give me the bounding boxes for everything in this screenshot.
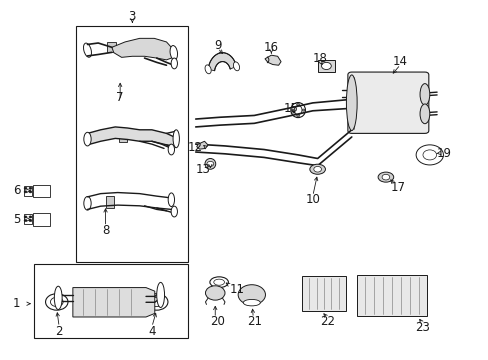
- Ellipse shape: [173, 130, 179, 148]
- Polygon shape: [87, 127, 174, 148]
- Bar: [34, 264, 188, 338]
- Bar: [23, 215, 32, 225]
- Text: 14: 14: [392, 55, 407, 68]
- Text: 18: 18: [312, 51, 327, 64]
- Bar: [302, 276, 345, 311]
- Text: 6: 6: [13, 184, 20, 197]
- Ellipse shape: [171, 206, 177, 217]
- Circle shape: [29, 216, 32, 218]
- Ellipse shape: [204, 158, 215, 169]
- Ellipse shape: [204, 65, 211, 74]
- Circle shape: [422, 150, 436, 160]
- Circle shape: [29, 187, 32, 189]
- Circle shape: [206, 161, 213, 166]
- Ellipse shape: [171, 58, 177, 69]
- Bar: [33, 185, 50, 197]
- Ellipse shape: [168, 193, 174, 207]
- Polygon shape: [73, 288, 155, 317]
- Circle shape: [45, 294, 68, 310]
- Bar: [107, 42, 116, 52]
- Text: 10: 10: [305, 193, 320, 206]
- Circle shape: [24, 187, 27, 189]
- Ellipse shape: [346, 75, 356, 131]
- Text: 17: 17: [390, 181, 405, 194]
- Circle shape: [321, 62, 330, 69]
- Ellipse shape: [309, 164, 325, 174]
- Ellipse shape: [83, 132, 91, 146]
- Ellipse shape: [294, 105, 302, 114]
- Text: 11: 11: [229, 283, 244, 296]
- Ellipse shape: [243, 300, 260, 306]
- Text: 2: 2: [55, 325, 63, 338]
- Ellipse shape: [170, 46, 177, 60]
- Circle shape: [24, 220, 27, 222]
- Ellipse shape: [419, 104, 429, 124]
- Ellipse shape: [54, 286, 62, 310]
- Circle shape: [296, 115, 299, 117]
- Text: 12: 12: [188, 141, 203, 154]
- Text: 5: 5: [13, 213, 20, 226]
- Text: 20: 20: [210, 315, 224, 328]
- Polygon shape: [196, 141, 207, 149]
- Ellipse shape: [419, 84, 429, 105]
- Bar: [317, 59, 334, 72]
- Text: 22: 22: [319, 315, 334, 328]
- Ellipse shape: [377, 172, 393, 182]
- Text: 19: 19: [436, 147, 451, 159]
- Ellipse shape: [157, 282, 164, 307]
- Text: 1: 1: [13, 297, 20, 310]
- Text: 3: 3: [128, 10, 136, 23]
- Text: 9: 9: [213, 39, 221, 52]
- Circle shape: [24, 216, 27, 218]
- Text: 16: 16: [264, 41, 278, 54]
- Bar: [76, 26, 188, 262]
- Bar: [33, 213, 50, 226]
- Circle shape: [313, 166, 321, 172]
- Polygon shape: [208, 53, 236, 71]
- Ellipse shape: [83, 43, 91, 57]
- Polygon shape: [264, 55, 281, 65]
- FancyBboxPatch shape: [347, 72, 428, 134]
- Circle shape: [238, 285, 265, 305]
- Ellipse shape: [233, 62, 239, 71]
- Ellipse shape: [213, 279, 224, 285]
- Text: 4: 4: [148, 325, 155, 338]
- Circle shape: [29, 220, 32, 222]
- Ellipse shape: [168, 144, 174, 155]
- Text: 15: 15: [283, 102, 298, 115]
- Text: 13: 13: [195, 163, 210, 176]
- Ellipse shape: [290, 103, 305, 118]
- Circle shape: [296, 103, 299, 105]
- Circle shape: [381, 174, 389, 180]
- Circle shape: [302, 109, 305, 111]
- Circle shape: [415, 145, 443, 165]
- Bar: [119, 131, 127, 141]
- Bar: [23, 186, 32, 196]
- Bar: [356, 275, 427, 316]
- Circle shape: [24, 191, 27, 193]
- Text: 21: 21: [246, 315, 261, 328]
- Circle shape: [150, 297, 163, 307]
- Circle shape: [205, 286, 224, 300]
- Text: 7: 7: [116, 91, 123, 104]
- Circle shape: [145, 294, 167, 310]
- Circle shape: [50, 297, 63, 307]
- Circle shape: [291, 109, 294, 111]
- Ellipse shape: [83, 197, 91, 210]
- Text: 8: 8: [102, 224, 109, 237]
- Circle shape: [29, 191, 32, 193]
- Ellipse shape: [209, 277, 228, 288]
- Text: 23: 23: [414, 320, 429, 333]
- Polygon shape: [112, 39, 173, 60]
- Bar: [105, 196, 114, 208]
